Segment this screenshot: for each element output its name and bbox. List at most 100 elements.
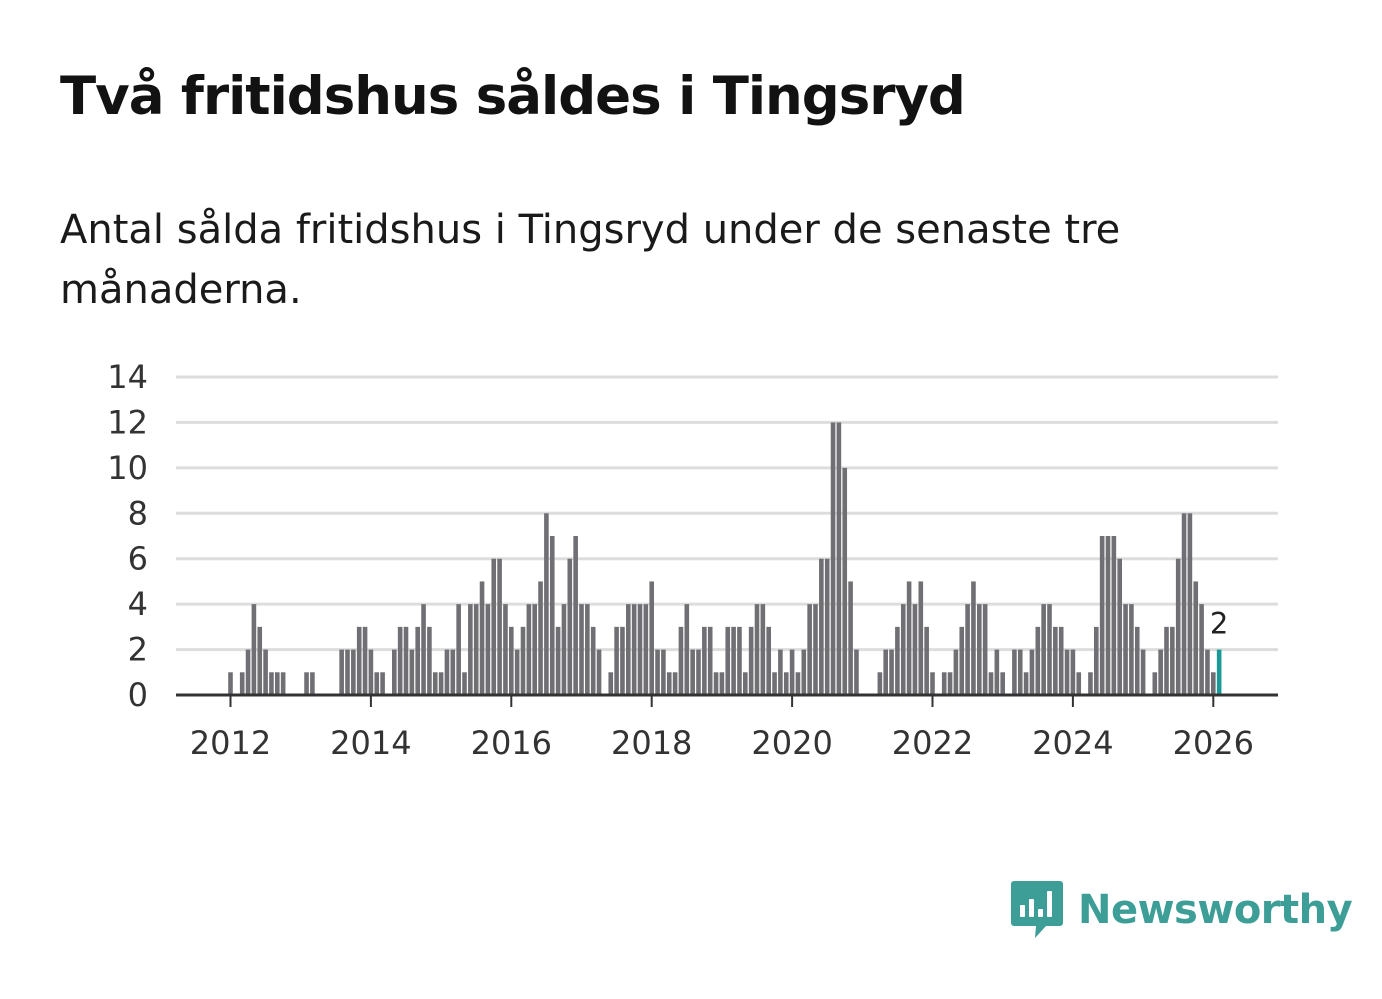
bar <box>614 626 619 695</box>
bar <box>1105 536 1111 695</box>
bar <box>1058 626 1064 695</box>
bar <box>912 604 918 695</box>
bar-chart: 0 2 4 6 8 10 12 14 2012 2014 2016 2018 2020 2022 2024… <box>107 358 1278 762</box>
bar <box>824 558 830 695</box>
bar <box>684 604 690 695</box>
bar <box>1035 626 1041 695</box>
bar <box>520 626 526 695</box>
bar <box>1175 558 1181 695</box>
bar <box>339 649 344 695</box>
bar <box>655 649 660 695</box>
bar <box>930 672 935 695</box>
bar <box>380 672 385 695</box>
chart-speech-bubble-icon <box>1011 881 1063 938</box>
bar <box>468 604 473 695</box>
bar <box>485 604 491 695</box>
y-tick-label: 8 <box>128 494 148 532</box>
bar <box>1140 649 1146 695</box>
y-tick-label: 14 <box>107 358 148 396</box>
bar <box>1134 626 1140 695</box>
bar <box>941 672 947 695</box>
bar <box>1094 626 1099 695</box>
data-labels: 2 <box>1210 607 1228 641</box>
bar <box>813 604 818 695</box>
bar <box>953 649 959 695</box>
bar <box>362 626 368 695</box>
bar <box>1129 604 1134 695</box>
bar <box>1111 536 1117 695</box>
bar <box>1123 604 1128 695</box>
y-tick-label: 6 <box>128 540 148 578</box>
bar <box>479 581 485 695</box>
bar <box>725 626 731 695</box>
bar <box>409 649 415 695</box>
x-tick-label: 2026 <box>1173 724 1254 762</box>
bar <box>1205 649 1210 695</box>
bar <box>1088 672 1093 695</box>
bar <box>801 649 807 695</box>
bar <box>555 626 561 695</box>
bar <box>1023 672 1029 695</box>
bar <box>830 422 836 695</box>
brand-name: Newsworthy <box>1078 887 1353 933</box>
bar <box>1047 604 1052 695</box>
bar <box>310 672 315 695</box>
bar <box>263 649 268 695</box>
bar <box>526 604 532 695</box>
bar <box>257 626 263 695</box>
bar <box>819 558 824 695</box>
bar <box>421 604 426 695</box>
bar <box>503 604 508 695</box>
bar <box>877 672 883 695</box>
bar <box>672 672 678 695</box>
bar <box>403 626 409 695</box>
bar <box>789 649 795 695</box>
bar <box>631 604 637 695</box>
bar <box>965 604 970 695</box>
bar <box>427 626 432 695</box>
x-tick-label: 2014 <box>330 724 411 762</box>
bar <box>959 626 965 695</box>
x-tick-label: 2016 <box>471 724 552 762</box>
bar <box>848 581 853 695</box>
y-tick-label: 12 <box>107 403 148 441</box>
bar <box>924 626 929 695</box>
bar <box>900 604 906 695</box>
bar <box>544 513 549 695</box>
bar <box>1029 649 1035 695</box>
bar <box>374 672 380 695</box>
x-axis-ticks: 2012 2014 2016 2018 2020 2022 2024 2026 <box>190 695 1254 762</box>
bar <box>473 604 479 695</box>
bar <box>994 649 1000 695</box>
bar <box>982 604 988 695</box>
bar <box>1041 604 1046 695</box>
bar <box>432 672 438 695</box>
bar <box>626 604 631 695</box>
bar <box>854 649 859 695</box>
x-tick-label: 2024 <box>1032 724 1113 762</box>
bar <box>608 672 614 695</box>
bar <box>918 581 924 695</box>
chart-subtitle: Antal sålda fritidshus i Tingsryd under … <box>60 207 1121 313</box>
bar <box>988 672 994 695</box>
bar <box>707 626 713 695</box>
bar <box>579 604 584 695</box>
bar <box>596 649 602 695</box>
bar <box>275 672 280 695</box>
bar <box>620 626 625 695</box>
bar <box>778 649 783 695</box>
bar <box>731 626 736 695</box>
bar <box>1000 672 1005 695</box>
bar <box>228 672 233 695</box>
bar <box>883 649 888 695</box>
bar <box>538 581 543 695</box>
newsworthy-logo: Newsworthy <box>1010 878 1353 942</box>
bar <box>1070 649 1076 695</box>
bar <box>450 649 456 695</box>
y-tick-label: 0 <box>128 676 148 714</box>
bar <box>444 649 450 695</box>
bar <box>573 536 578 695</box>
bar <box>1193 581 1199 695</box>
bar <box>1158 649 1163 695</box>
bar <box>766 626 771 695</box>
